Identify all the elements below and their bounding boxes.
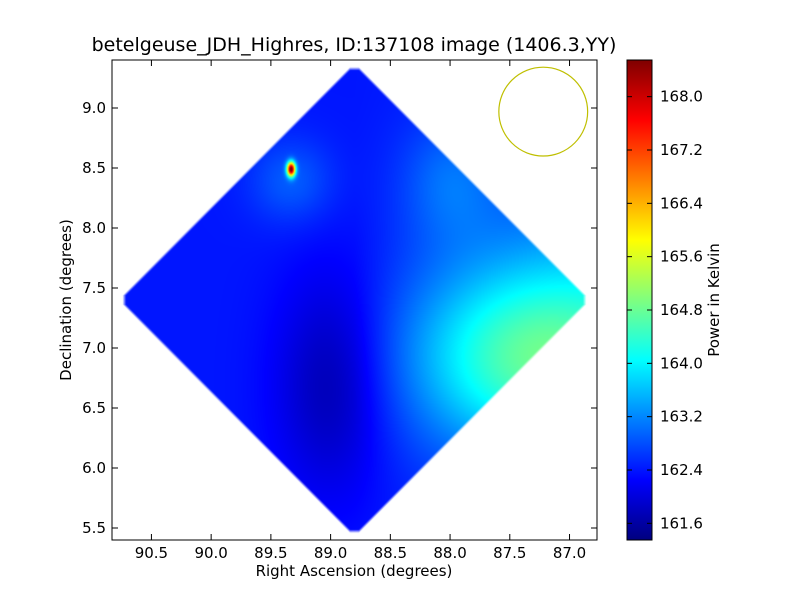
colorbar-tick-label: 166.4 bbox=[660, 194, 703, 212]
y-tick-label: 6.5 bbox=[82, 399, 106, 417]
colorbar-label: Power in Kelvin bbox=[705, 243, 723, 357]
colorbar-tick-label: 168.0 bbox=[660, 88, 703, 106]
x-tick-label: 88.0 bbox=[433, 544, 466, 562]
colorbar-tick-label: 164.8 bbox=[660, 301, 703, 319]
x-tick-label: 87.0 bbox=[553, 544, 586, 562]
colorbar-tick-label: 161.6 bbox=[660, 514, 703, 532]
colorbar-ticks: 161.6 162.4 163.2 164.0 164.8 165.6 166.4 167.2… bbox=[627, 88, 703, 532]
x-tick-label: 88.5 bbox=[374, 544, 407, 562]
x-tick-label: 87.5 bbox=[493, 544, 526, 562]
colorbar-tick-label: 165.6 bbox=[660, 248, 703, 266]
y-axis-ticks: 5.5 6.0 6.5 7.0 7.5 8.0 8.5 9.0 bbox=[82, 99, 597, 537]
colorbar bbox=[626, 59, 653, 541]
y-tick-label: 6.0 bbox=[82, 459, 106, 477]
plot-frame bbox=[111, 59, 598, 541]
x-axis-ticks: 90.5 90.0 89.5 89.0 88.5 88.0 87.5 87.0 bbox=[135, 60, 586, 562]
colorbar-tick-label: 164.0 bbox=[660, 354, 703, 372]
x-tick-label: 89.5 bbox=[254, 544, 287, 562]
y-tick-label: 8.0 bbox=[82, 219, 106, 237]
y-axis-label: Declination (degrees) bbox=[57, 219, 75, 381]
colorbar-tick-label: 163.2 bbox=[660, 408, 703, 426]
beam-circle bbox=[498, 66, 589, 157]
x-tick-label: 90.0 bbox=[194, 544, 227, 562]
y-tick-label: 8.5 bbox=[82, 159, 106, 177]
power-map-image bbox=[112, 60, 597, 540]
x-tick-label: 90.5 bbox=[135, 544, 168, 562]
x-tick-label: 89.0 bbox=[314, 544, 347, 562]
y-tick-label: 7.5 bbox=[82, 279, 106, 297]
y-tick-label: 7.0 bbox=[82, 339, 106, 357]
colorbar-tick-label: 167.2 bbox=[660, 141, 703, 159]
y-tick-label: 5.5 bbox=[82, 519, 106, 537]
y-tick-label: 9.0 bbox=[82, 99, 106, 117]
chart-title: betelgeuse_JDH_Highres, ID:137108 image … bbox=[92, 34, 617, 56]
colorbar-tick-label: 162.4 bbox=[660, 461, 703, 479]
x-axis-label: Right Ascension (degrees) bbox=[256, 562, 453, 580]
